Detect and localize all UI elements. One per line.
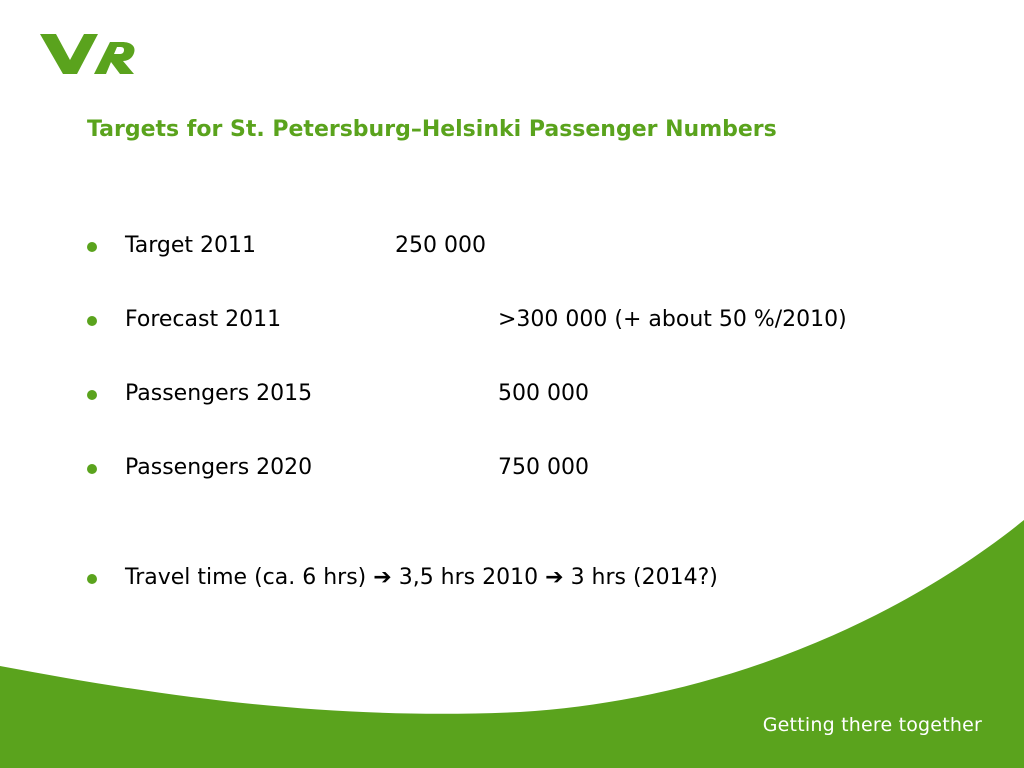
bullet-value: 250 000 <box>395 233 486 258</box>
travel-time-part1: Travel time (ca. 6 hrs) <box>125 565 367 590</box>
travel-time-part3: 3 hrs (2014?) <box>570 565 718 590</box>
bullet-icon <box>87 464 97 474</box>
bullet-label: Passengers 2020 <box>125 455 313 480</box>
bullet-label: Target 2011 <box>125 233 257 258</box>
bullet-value: 750 000 <box>498 455 589 480</box>
bullet-icon <box>87 390 97 400</box>
tagline: Getting there together <box>762 714 982 736</box>
bullet-label: Forecast 2011 <box>125 307 282 332</box>
travel-time-line: Travel time (ca. 6 hrs) ➔ 3,5 hrs 2010 ➔… <box>125 565 718 590</box>
slide-title: Targets for St. Petersburg–Helsinki Pass… <box>87 117 777 142</box>
bullet-icon <box>87 242 97 252</box>
bullet-value: >300 000 (+ about 50 %/2010) <box>498 307 847 332</box>
right-arrow-icon: ➔ <box>373 565 392 590</box>
bullet-value: 500 000 <box>498 381 589 406</box>
bullet-icon <box>87 316 97 326</box>
bullet-label: Passengers 2015 <box>125 381 313 406</box>
right-arrow-icon: ➔ <box>545 565 564 590</box>
bullet-icon <box>87 574 97 584</box>
vr-logo <box>40 34 135 74</box>
travel-time-part2: 3,5 hrs 2010 <box>398 565 539 590</box>
